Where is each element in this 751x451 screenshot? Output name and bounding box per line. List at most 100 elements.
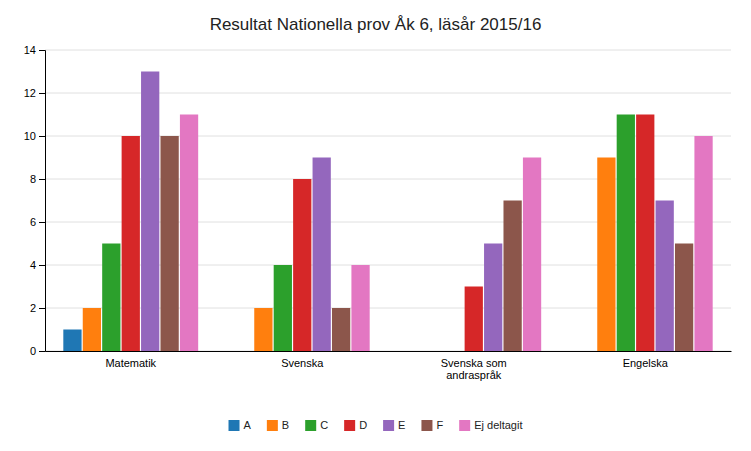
bar: [83, 308, 101, 351]
legend: A B C D E F Ej deltagit: [229, 419, 523, 431]
y-tick-mark: [39, 93, 45, 94]
legend-item: D: [344, 419, 367, 431]
bar-series: [122, 115, 655, 352]
x-tick: Matematik: [105, 351, 156, 369]
legend-swatch: [459, 420, 470, 431]
y-tick-mark: [39, 136, 45, 137]
x-tick-label-line: Engelska: [623, 357, 669, 369]
x-tick-label-line: Svenska som: [441, 357, 507, 369]
y-axis: 0 2 4 6 8 10 12 14: [24, 44, 46, 357]
bar: [293, 179, 311, 351]
x-tick-label: Svenska: [281, 357, 324, 369]
bar: [445, 351, 463, 352]
x-tick-label-line: andraspråk: [446, 369, 502, 381]
legend-label: F: [436, 419, 443, 431]
legend-label: E: [398, 419, 405, 431]
bar: [578, 351, 596, 352]
bar: [694, 136, 712, 351]
bar-series: [102, 115, 635, 352]
bar: [63, 330, 81, 352]
x-tick: Svenska: [281, 351, 324, 369]
y-tick: 6: [30, 216, 45, 228]
bar: [122, 136, 140, 351]
y-tick-label: 8: [30, 173, 36, 185]
legend-label: C: [320, 419, 328, 431]
x-tick-label: Matematik: [105, 357, 156, 369]
bar: [235, 351, 253, 352]
y-tick-label: 0: [30, 345, 36, 357]
bar: [675, 244, 693, 352]
legend-swatch: [421, 420, 432, 431]
y-tick-label: 12: [24, 87, 36, 99]
y-tick-mark: [39, 265, 45, 266]
y-tick-label: 14: [24, 44, 36, 56]
chart: Resultat Nationella prov Åk 6, läsår 201…: [0, 0, 751, 451]
title: Resultat Nationella prov Åk 6, läsår 201…: [210, 15, 542, 34]
y-tick-label: 6: [30, 216, 36, 228]
y-tick: 10: [24, 130, 45, 142]
bar: [254, 308, 272, 351]
x-axis-line: [46, 351, 732, 352]
bar: [102, 244, 120, 352]
legend-label: A: [244, 419, 252, 431]
bar: [656, 201, 674, 352]
bar: [332, 308, 350, 351]
bar: [274, 265, 292, 351]
x-axis: Matematik Svenska Svenska somandraspråk Eng…: [46, 351, 732, 381]
x-tick-label-line: Svenska: [281, 357, 324, 369]
legend-item: C: [305, 419, 328, 431]
bar: [484, 244, 502, 352]
y-tick: 12: [24, 87, 45, 99]
y-tick: 4: [30, 259, 45, 271]
bar-series: [63, 330, 81, 352]
bar: [313, 158, 331, 352]
bar: [141, 72, 159, 352]
bars: [63, 72, 712, 352]
legend-label: B: [282, 419, 289, 431]
legend-swatch: [305, 420, 316, 431]
legend-swatch: [383, 420, 394, 431]
bar: [406, 351, 424, 352]
legend-swatch: [344, 420, 355, 431]
y-tick-mark: [39, 308, 45, 309]
bar: [465, 287, 483, 352]
legend-label: Ej deltagit: [474, 419, 522, 431]
y-tick-mark: [39, 351, 45, 352]
legend-item: A: [229, 419, 252, 431]
bar: [636, 115, 654, 352]
y-tick: 8: [30, 173, 45, 185]
legend-item: Ej deltagit: [459, 419, 522, 431]
y-tick-mark: [39, 179, 45, 180]
legend-item: E: [383, 419, 405, 431]
grid-line: [45, 50, 731, 51]
legend-swatch: [229, 420, 240, 431]
y-tick: 14: [24, 44, 45, 56]
y-tick-label: 2: [30, 302, 36, 314]
y-tick: 2: [30, 302, 45, 314]
bar: [617, 115, 635, 352]
bar-series: [141, 72, 674, 352]
bar-series: [180, 115, 713, 352]
bar: [180, 115, 198, 352]
y-axis-line: [39, 51, 46, 352]
x-tick-label-line: Matematik: [105, 357, 156, 369]
y-tick-mark: [39, 50, 45, 51]
legend-swatch: [267, 420, 278, 431]
x-tick: Engelska: [623, 351, 669, 369]
bar: [160, 136, 178, 351]
x-tick-label: Engelska: [623, 357, 669, 369]
bar-series: [160, 136, 693, 351]
y-tick-label: 10: [24, 130, 36, 142]
bar: [503, 201, 521, 352]
grid: [45, 50, 731, 351]
legend-item: F: [421, 419, 443, 431]
y-tick-mark: [39, 222, 45, 223]
x-tick-label: Svenska somandraspråk: [441, 357, 507, 382]
x-tick: Svenska somandraspråk: [441, 351, 507, 381]
legend-item: B: [267, 419, 289, 431]
legend-label: D: [359, 419, 367, 431]
bar: [351, 265, 369, 351]
bar: [426, 351, 444, 352]
y-tick: 0: [30, 345, 45, 357]
bar: [597, 158, 615, 352]
